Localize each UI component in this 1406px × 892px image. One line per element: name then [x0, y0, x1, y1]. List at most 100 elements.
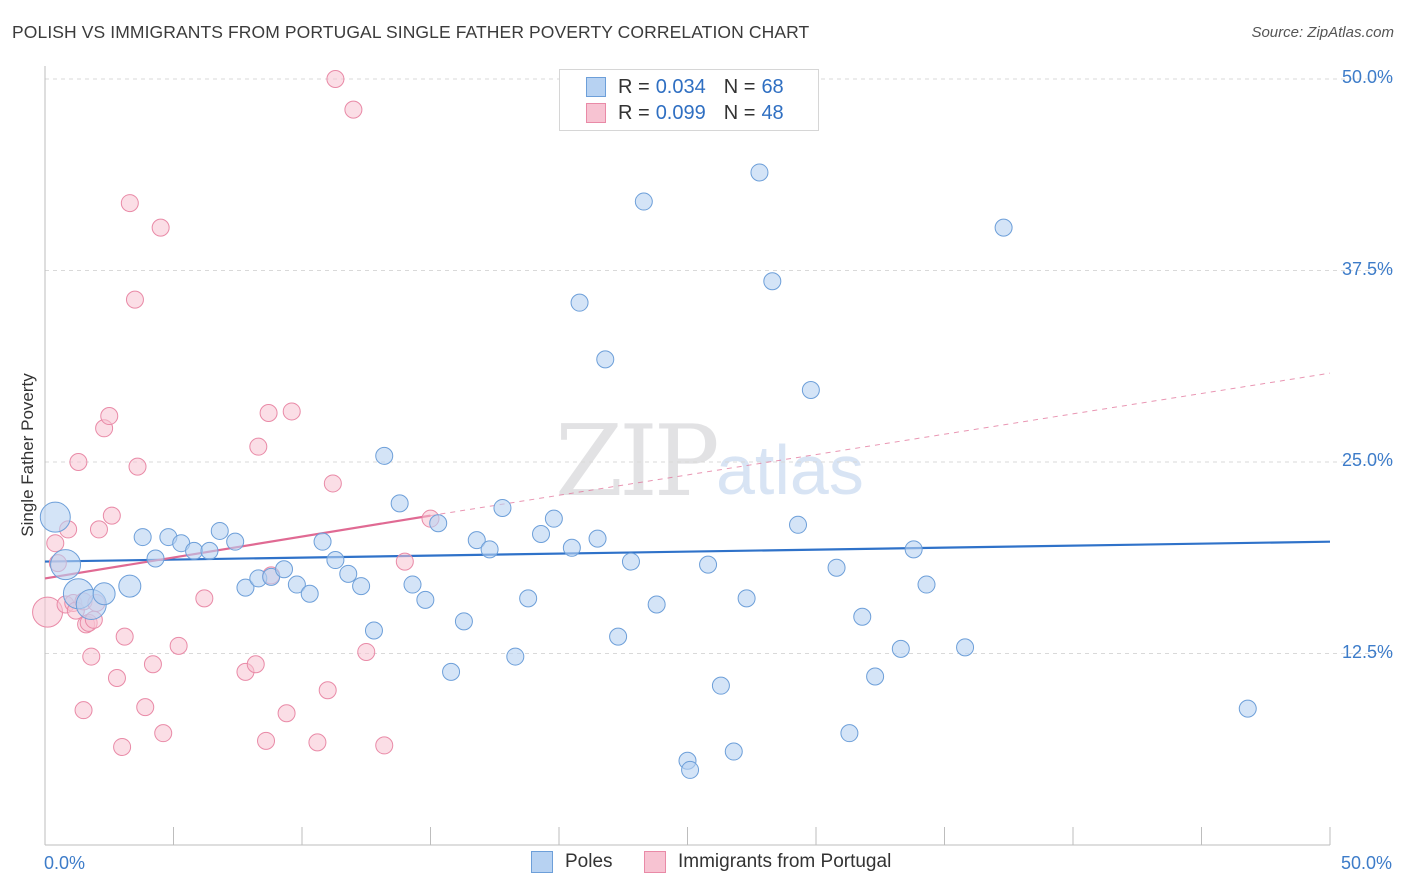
poles-point [904, 540, 923, 559]
y-tick-label: 37.5% [1341, 258, 1393, 279]
portugal-point [154, 724, 173, 743]
portugal-point [74, 701, 93, 720]
grid-lines [45, 78, 1392, 654]
poles-point [544, 509, 563, 528]
poles-point [210, 521, 229, 540]
poles-point [236, 578, 255, 597]
poles-point [226, 532, 245, 551]
poles-point [588, 529, 607, 548]
poles-point [699, 555, 718, 574]
poles-point [39, 501, 71, 533]
portugal-point [323, 474, 342, 493]
r-value: 0.034 [655, 75, 706, 98]
poles-point [763, 272, 782, 291]
legend-row-portugal: R = 0.099 N = 48 [586, 101, 784, 125]
poles-point [200, 541, 219, 560]
poles-point [275, 560, 294, 579]
poles-legend-swatch [531, 851, 553, 873]
poles-point [454, 612, 473, 631]
portugal-point [357, 642, 376, 661]
poles-point [711, 676, 730, 695]
watermark-atlas: atlas [716, 431, 864, 509]
portugal-points [32, 70, 440, 756]
portugal-legend-swatch [644, 851, 666, 873]
poles-point [480, 540, 499, 559]
source-label: Source: ZipAtlas.com [1251, 24, 1394, 41]
portugal-point [308, 733, 327, 752]
poles-point [789, 515, 808, 534]
portugal-swatch [586, 103, 606, 123]
poles-point [287, 575, 306, 594]
poles-points [39, 163, 1257, 779]
portugal-point [115, 627, 134, 646]
portugal-point [143, 655, 162, 674]
axes [44, 66, 1331, 846]
stats-legend: R = 0.034 N = 68 R = 0.099 N = 48 [559, 69, 819, 131]
poles-point [994, 218, 1013, 237]
poles-point [621, 552, 640, 571]
r-label: R = [618, 101, 650, 124]
r-label: R = [618, 75, 650, 98]
portugal-point [277, 704, 296, 723]
series-legend: Poles Immigrants from Portugal [0, 851, 1406, 877]
y-tick-label: 50.0% [1341, 67, 1393, 87]
poles-point [313, 532, 332, 551]
y-tick-label: 25.0% [1341, 450, 1393, 470]
poles-point [506, 647, 525, 666]
poles-point [339, 564, 358, 583]
poles-point [493, 498, 512, 517]
poles-point [519, 589, 538, 608]
poles-point [827, 558, 846, 577]
portugal-point [100, 407, 119, 426]
poles-point [390, 494, 409, 513]
poles-point [146, 549, 165, 568]
poles-point [853, 607, 872, 626]
portugal-point [169, 636, 188, 655]
portugal-point [318, 681, 337, 700]
poles-point [352, 577, 371, 596]
portugal-point [69, 453, 88, 471]
r-value: 0.099 [655, 101, 706, 124]
poles-point [364, 621, 383, 640]
n-label: N = [723, 75, 756, 98]
portugal-point [113, 737, 132, 756]
poles-point [300, 584, 319, 603]
portugal-point [395, 552, 414, 571]
poles-point [866, 667, 885, 686]
poles-point [647, 595, 666, 614]
n-value: 68 [761, 75, 784, 98]
poles-point [467, 531, 486, 550]
poles-point [801, 380, 820, 399]
portugal-point [102, 506, 121, 525]
portugal-point [125, 290, 144, 309]
poles-point [596, 350, 615, 369]
portugal-point [257, 731, 276, 750]
portugal-point [375, 736, 394, 755]
poles-point [375, 446, 394, 465]
poles-point [326, 551, 345, 570]
portugal-trend-extension [430, 372, 1331, 517]
poles-point [891, 639, 910, 658]
poles-point [118, 574, 142, 598]
portugal-point [128, 457, 147, 476]
portugal-point [120, 194, 139, 213]
poles-point [1238, 699, 1257, 718]
legend-item-portugal[interactable]: Immigrants from Portugal [644, 851, 891, 873]
y-tick-label: 12.5% [1341, 641, 1393, 662]
portugal-point [136, 698, 155, 717]
poles-point [917, 575, 936, 594]
n-label: N = [723, 101, 756, 124]
poles-swatch [586, 77, 606, 97]
portugal-point [107, 669, 126, 688]
poles-point [133, 528, 152, 547]
poles-point [442, 662, 461, 681]
poles-point [956, 638, 975, 657]
x-tick-label-min: 0.0% [44, 853, 86, 873]
poles-point [185, 541, 204, 560]
portugal-legend-label: Immigrants from Portugal [678, 851, 892, 872]
poles-point [724, 742, 743, 761]
poles-point [562, 538, 581, 557]
legend-item-poles[interactable]: Poles [531, 851, 613, 873]
n-value: 48 [761, 101, 784, 124]
poles-point [403, 575, 422, 594]
